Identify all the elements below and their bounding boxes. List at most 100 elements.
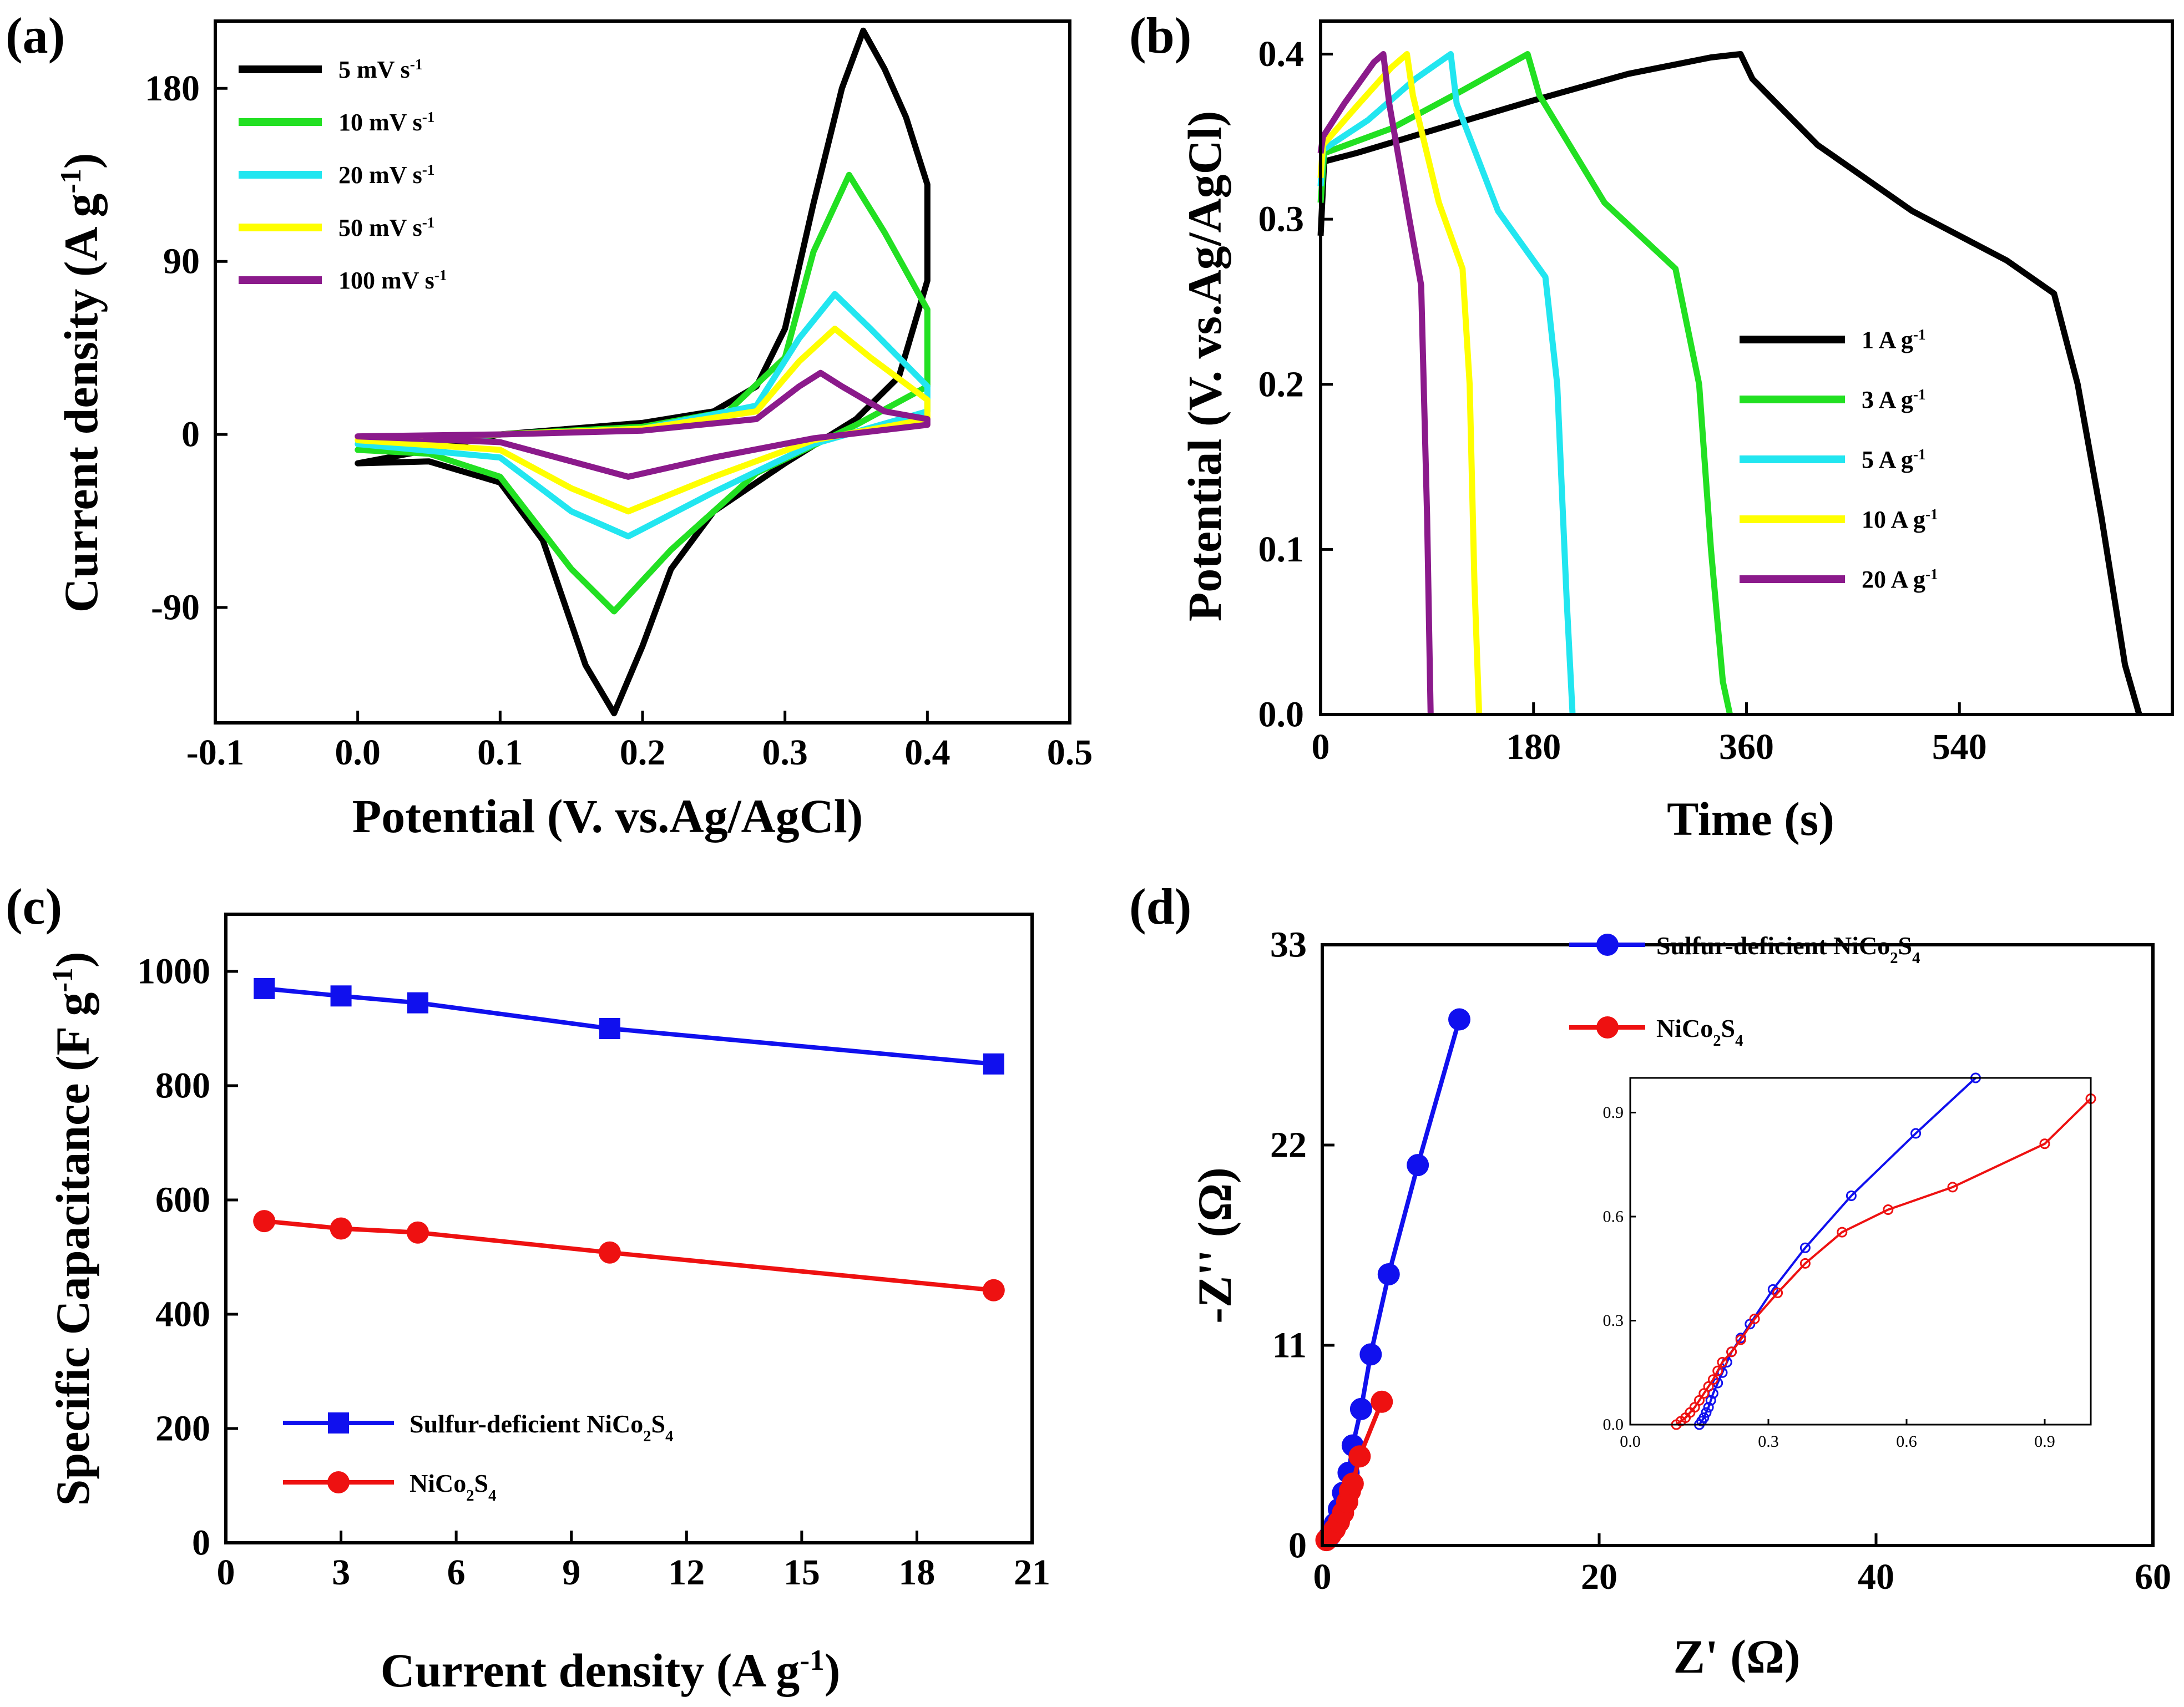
y-tick-label: 0 bbox=[1288, 1526, 1307, 1566]
panel-label: (d) bbox=[1129, 878, 1191, 935]
x-tick-label: 15 bbox=[783, 1552, 820, 1593]
panel-d: 0 20 40 60 0 11 22 33 Sulfur-deficient NiCo2S4 Ni… bbox=[1129, 878, 2171, 1683]
legend-label: NiCo2S4 bbox=[1656, 1014, 1743, 1050]
legend-label: 1 A g-1 bbox=[1862, 326, 1926, 353]
y-tick-label: 1000 bbox=[137, 951, 210, 992]
legend-marker bbox=[1596, 934, 1619, 956]
legend-label: 50 mV s-1 bbox=[338, 214, 434, 241]
inset-x-tick-label: 0.3 bbox=[1758, 1432, 1779, 1451]
legend-marker bbox=[328, 1412, 349, 1434]
gcd-curve-2 bbox=[1317, 51, 1576, 715]
inset-point bbox=[1772, 1288, 1783, 1298]
legend-label: 100 mV s-1 bbox=[338, 267, 447, 294]
data-point-circle bbox=[1349, 1397, 1372, 1420]
gcd-curve-4 bbox=[1317, 51, 1434, 715]
data-point-circle bbox=[253, 1210, 276, 1233]
inset-frame bbox=[1629, 1077, 2092, 1426]
y-tick-label: 200 bbox=[155, 1409, 210, 1449]
data-point-square bbox=[407, 992, 428, 1014]
legend-label: Sulfur-deficient NiCo2S4 bbox=[410, 1410, 673, 1445]
y-axis-label: Current density (A g-1) bbox=[54, 153, 108, 613]
x-tick-label: 21 bbox=[1014, 1552, 1050, 1593]
data-point-circle bbox=[1371, 1390, 1393, 1413]
inset-point bbox=[1910, 1128, 1922, 1139]
x-tick-label: 0 bbox=[1312, 727, 1330, 767]
y-tick-label: -90 bbox=[151, 587, 200, 628]
y-tick-label: 0 bbox=[192, 1523, 210, 1563]
x-axis-label: Z' (Ω) bbox=[1674, 1630, 1801, 1683]
data-point-circle bbox=[982, 1279, 1005, 1301]
inset-x-tick-label: 0.0 bbox=[1620, 1432, 1641, 1451]
x-tick-label: 0.2 bbox=[620, 732, 666, 773]
legend-marker bbox=[327, 1471, 350, 1493]
inset-point bbox=[1735, 1334, 1746, 1345]
data-point-circle bbox=[1407, 1154, 1429, 1177]
x-tick-label: 0.0 bbox=[335, 732, 381, 773]
x-axis-label: Current density (A g-1) bbox=[381, 1643, 841, 1697]
inset-point bbox=[1701, 1407, 1712, 1418]
x-tick-label: 9 bbox=[562, 1552, 580, 1593]
capacitance-line-1 bbox=[264, 1219, 994, 1293]
data-point-circle bbox=[406, 1221, 429, 1244]
y-tick-label: 0.4 bbox=[1258, 34, 1305, 74]
panel-label: (b) bbox=[1129, 7, 1191, 64]
legend-label: 20 mV s-1 bbox=[338, 161, 434, 189]
data-point-square bbox=[983, 1053, 1004, 1075]
y-tick-label: 0.2 bbox=[1258, 364, 1305, 404]
y-tick-label: 600 bbox=[155, 1180, 210, 1220]
capacitance-line-0 bbox=[264, 986, 994, 1066]
panel-a: -0.1 0.0 0.1 0.2 0.3 0.4 0.5 -90 0 90 180 5 mV s-1 1… bbox=[6, 7, 1093, 843]
y-tick-label: 22 bbox=[1270, 1125, 1307, 1166]
x-tick-label: 40 bbox=[1858, 1557, 1894, 1597]
x-tick-label: 360 bbox=[1719, 727, 1774, 767]
x-tick-label: 0.4 bbox=[904, 732, 951, 773]
inset-y-tick-label: 0.6 bbox=[1603, 1208, 1624, 1226]
y-axis-label: Potential (V. vs.Ag/AgCl) bbox=[1178, 111, 1231, 621]
x-tick-label: 0 bbox=[217, 1552, 235, 1593]
inset-point bbox=[2039, 1138, 2050, 1149]
x-tick-label: 60 bbox=[2135, 1557, 2171, 1597]
y-tick-label: 90 bbox=[163, 241, 200, 282]
panel-c: 0 3 6 9 12 15 18 21 0 200 400 600 800 1000 Sulfur-defi… bbox=[6, 878, 1050, 1697]
x-tick-label: 6 bbox=[447, 1552, 466, 1593]
cv-curve-2 bbox=[355, 291, 931, 540]
data-point-square bbox=[254, 977, 275, 999]
legend-marker bbox=[1596, 1016, 1619, 1039]
data-point-circle bbox=[1348, 1445, 1371, 1468]
inset-point bbox=[1799, 1258, 1811, 1269]
legend-label: 20 A g-1 bbox=[1862, 566, 1938, 593]
x-axis-label: Potential (V. vs.Ag/AgCl) bbox=[352, 789, 863, 843]
plot-frame bbox=[1321, 943, 2155, 1547]
y-tick-label: 800 bbox=[155, 1066, 210, 1106]
data-point-circle bbox=[1377, 1263, 1400, 1286]
inset-point bbox=[1707, 1374, 1718, 1385]
x-tick-label: -0.1 bbox=[186, 732, 244, 773]
legend-label: 3 A g-1 bbox=[1862, 386, 1926, 413]
inset-point bbox=[1883, 1204, 1894, 1215]
x-tick-label: 0.5 bbox=[1047, 732, 1093, 773]
inset-point bbox=[1698, 1412, 1710, 1423]
y-tick-label: 400 bbox=[155, 1294, 210, 1335]
inset-point bbox=[1749, 1313, 1760, 1324]
cv-curve-1 bbox=[355, 171, 931, 615]
inset-y-tick-label: 0.9 bbox=[1603, 1103, 1624, 1122]
data-point-square bbox=[599, 1018, 620, 1039]
x-tick-label: 180 bbox=[1506, 727, 1561, 767]
x-tick-label: 20 bbox=[1581, 1557, 1617, 1597]
panel-label: (c) bbox=[6, 878, 62, 935]
inset-point bbox=[1712, 1365, 1723, 1376]
gcd-curve-3 bbox=[1317, 51, 1483, 715]
inset-point bbox=[1705, 1395, 1716, 1406]
inset-y-tick-label: 0.3 bbox=[1603, 1311, 1624, 1330]
data-point-square bbox=[330, 985, 352, 1007]
inset-line-1 bbox=[1675, 1098, 2092, 1426]
y-axis-label: -Z'' (Ω) bbox=[1188, 1167, 1241, 1323]
x-tick-label: 540 bbox=[1932, 727, 1987, 767]
x-tick-label: 3 bbox=[332, 1552, 350, 1593]
x-tick-label: 0 bbox=[1313, 1557, 1332, 1597]
inset-point bbox=[1717, 1357, 1728, 1367]
data-point-circle bbox=[1341, 1472, 1364, 1495]
gcd-curve-1 bbox=[1317, 51, 1733, 716]
y-tick-label: 180 bbox=[145, 68, 200, 109]
